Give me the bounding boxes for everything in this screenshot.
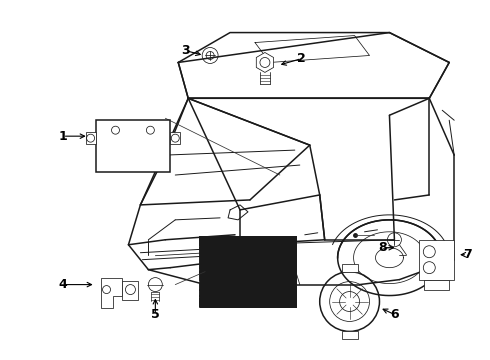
Text: 1: 1 — [58, 130, 67, 143]
Text: 8: 8 — [378, 241, 387, 254]
Polygon shape — [96, 120, 171, 172]
Text: 2: 2 — [297, 52, 306, 65]
Polygon shape — [342, 332, 358, 339]
Polygon shape — [122, 280, 138, 300]
Text: 4: 4 — [58, 278, 67, 291]
Text: 3: 3 — [181, 44, 190, 57]
Polygon shape — [100, 278, 122, 307]
Text: 6: 6 — [390, 308, 399, 321]
Polygon shape — [419, 240, 454, 280]
Text: 5: 5 — [151, 308, 160, 321]
Polygon shape — [86, 132, 96, 144]
Polygon shape — [256, 53, 273, 72]
Text: 7: 7 — [463, 248, 471, 261]
Polygon shape — [171, 132, 180, 144]
Polygon shape — [424, 280, 449, 289]
Polygon shape — [342, 264, 358, 272]
